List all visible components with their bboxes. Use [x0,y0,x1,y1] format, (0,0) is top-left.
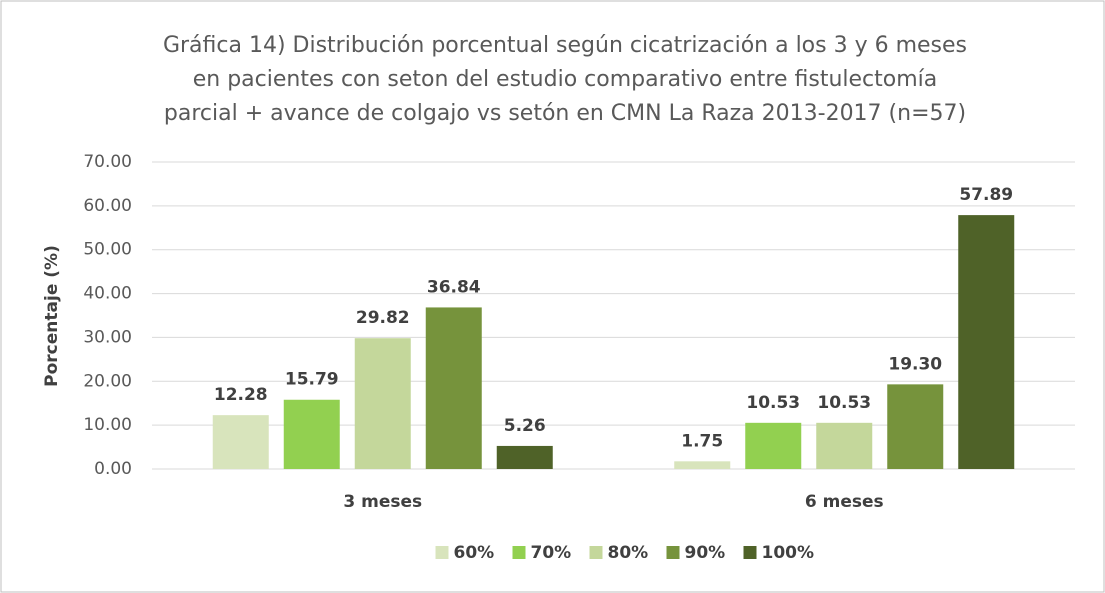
y-tick-label: 40.00 [83,284,132,304]
y-tick-label: 30.00 [83,327,132,347]
legend-swatch [666,546,680,559]
value-label: 10.53 [746,393,800,413]
legend-swatch [435,546,449,559]
bar [283,399,340,469]
legend-label: 80% [608,543,649,563]
bar [354,338,411,469]
value-label: 36.84 [427,277,481,297]
bar [212,415,269,469]
legend-label: 90% [685,543,726,563]
chart-title: parcial + avance de colgajo vs setón en … [164,101,966,126]
y-tick-label: 10.00 [83,415,132,435]
y-tick-label: 50.00 [83,240,132,260]
legend-label: 60% [454,543,495,563]
value-label: 12.28 [214,385,268,405]
value-label: 5.26 [504,416,546,436]
x-tick-label: 6 meses [805,492,884,512]
y-tick-label: 0.00 [94,459,132,479]
legend-label: 100% [762,543,815,563]
chart-title: Gráfica 14) Distribución porcentual segú… [163,33,967,58]
bar [958,215,1015,469]
bar [425,307,482,469]
value-label: 57.89 [959,185,1013,205]
bar [887,384,944,469]
legend-swatch [589,546,603,559]
y-tick-label: 60.00 [83,196,132,216]
x-tick-label: 3 meses [343,492,422,512]
legend-swatch [512,546,526,559]
value-label: 10.53 [817,393,871,413]
legend-swatch [743,546,757,559]
chart-title: en pacientes con seton del estudio compa… [193,67,938,92]
y-tick-label: 70.00 [83,152,132,172]
bar [745,422,802,469]
y-axis-label: Porcentaje (%) [42,245,62,387]
value-label: 29.82 [356,308,410,328]
bar [816,422,873,469]
value-label: 15.79 [285,370,339,390]
bar [674,461,731,469]
legend-label: 70% [531,543,572,563]
value-label: 19.30 [888,354,942,374]
bar [496,445,553,469]
y-tick-label: 20.00 [83,371,132,391]
value-label: 1.75 [681,431,723,451]
